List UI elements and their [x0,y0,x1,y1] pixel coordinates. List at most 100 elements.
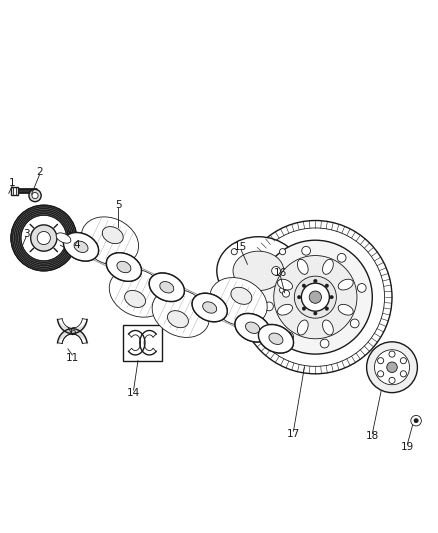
Circle shape [389,377,395,383]
Ellipse shape [64,232,99,261]
Circle shape [272,266,280,275]
Ellipse shape [202,301,218,314]
Circle shape [258,240,372,354]
Ellipse shape [278,304,293,315]
Circle shape [414,418,418,423]
Ellipse shape [106,253,141,281]
Circle shape [325,284,328,287]
Ellipse shape [338,279,353,290]
Ellipse shape [269,333,283,344]
Bar [123,325,162,361]
Circle shape [325,307,328,310]
Text: 1: 1 [9,178,16,188]
Circle shape [301,283,329,311]
Ellipse shape [109,269,166,317]
Ellipse shape [258,325,293,353]
Ellipse shape [56,233,71,243]
Ellipse shape [74,241,88,253]
Ellipse shape [322,259,333,274]
Circle shape [350,319,359,328]
Text: 17: 17 [287,429,300,439]
Ellipse shape [102,227,123,244]
Circle shape [378,371,384,377]
Circle shape [314,279,317,282]
Ellipse shape [116,261,132,273]
Ellipse shape [268,333,284,345]
Circle shape [374,350,410,385]
Ellipse shape [192,293,227,322]
Ellipse shape [159,281,175,294]
Text: 4: 4 [73,240,80,251]
Circle shape [309,291,321,303]
Ellipse shape [322,320,333,335]
Ellipse shape [167,311,188,328]
Circle shape [246,228,385,366]
Ellipse shape [246,322,260,334]
Text: 18: 18 [366,431,379,441]
Circle shape [283,290,290,297]
Circle shape [231,248,237,255]
Circle shape [330,295,333,299]
Ellipse shape [217,237,300,305]
Ellipse shape [231,287,252,304]
Circle shape [279,248,286,255]
Ellipse shape [192,293,227,322]
Circle shape [389,351,395,357]
Ellipse shape [258,325,293,353]
Circle shape [285,332,293,341]
Ellipse shape [210,278,267,326]
Circle shape [314,312,317,315]
Circle shape [37,231,50,245]
Ellipse shape [124,290,145,308]
Circle shape [411,415,421,426]
Circle shape [31,225,57,251]
Circle shape [239,221,392,374]
Circle shape [302,246,311,255]
Ellipse shape [64,232,99,261]
Circle shape [265,302,273,311]
Circle shape [387,362,397,373]
Circle shape [337,254,346,262]
Ellipse shape [297,259,308,274]
Ellipse shape [235,313,270,342]
Circle shape [32,192,38,199]
Circle shape [231,287,237,293]
Circle shape [400,371,406,377]
Ellipse shape [149,273,184,302]
Ellipse shape [203,302,217,313]
Ellipse shape [338,304,353,315]
Circle shape [320,339,329,348]
Ellipse shape [117,261,131,273]
Circle shape [357,284,366,292]
Text: 6: 6 [69,327,76,337]
Ellipse shape [297,320,308,335]
Ellipse shape [81,217,138,265]
Text: 3: 3 [23,229,30,239]
Ellipse shape [149,273,184,302]
Text: 16: 16 [274,268,287,278]
Circle shape [297,295,301,299]
Ellipse shape [235,313,270,342]
Circle shape [302,284,306,287]
Text: 11: 11 [66,353,79,362]
Circle shape [294,276,336,318]
Circle shape [21,215,67,261]
Text: 2: 2 [36,167,43,177]
Circle shape [400,358,406,364]
Bar [11,187,18,195]
Circle shape [29,189,41,201]
Text: 19: 19 [401,442,414,452]
Text: 15: 15 [234,242,247,252]
Ellipse shape [160,281,174,293]
Ellipse shape [278,279,293,290]
Text: 5: 5 [115,200,122,210]
Ellipse shape [152,289,209,337]
Circle shape [11,205,77,271]
Ellipse shape [73,240,89,253]
Circle shape [279,287,286,293]
Circle shape [367,342,417,393]
Circle shape [302,307,306,310]
Ellipse shape [233,251,284,290]
Circle shape [378,358,384,364]
Ellipse shape [245,321,261,334]
